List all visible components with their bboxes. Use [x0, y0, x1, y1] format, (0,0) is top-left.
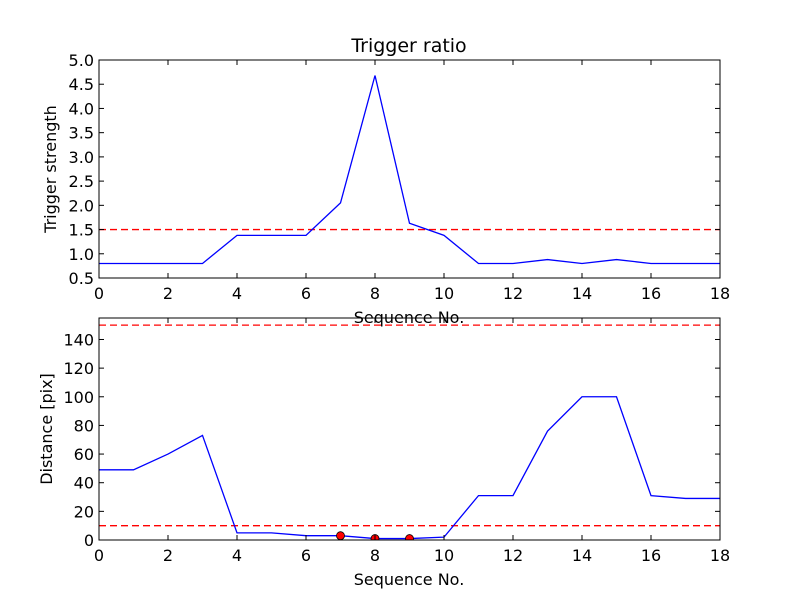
x-tick-label: 2: [163, 546, 173, 565]
x-axis-label: Sequence No.: [354, 570, 465, 589]
x-tick-label: 14: [572, 284, 592, 303]
x-tick-label: 18: [710, 546, 730, 565]
y-tick-label: 4.5: [69, 75, 94, 94]
y-tick-label: 2.5: [69, 172, 94, 191]
x-tick-label: 8: [370, 546, 380, 565]
x-tick-label: 10: [434, 284, 454, 303]
x-tick-label: 0: [94, 284, 104, 303]
y-tick-label: 0.5: [69, 269, 94, 288]
distance-chart: 0 2 4 6 8 10 12 14 16 18 0 20 40 60 80 100 120 140 Sequen…: [37, 317, 730, 589]
y-axis-label: Distance [pix]: [37, 373, 56, 485]
series-line: [99, 75, 720, 265]
x-tick-label: 12: [503, 284, 523, 303]
x-tick-label: 14: [572, 546, 592, 565]
x-tick-label: 8: [370, 284, 380, 303]
axes-frame: [98, 317, 721, 541]
data-point-marker: [405, 534, 414, 540]
x-tick-label: 0: [94, 546, 104, 565]
y-tick-label: 5.0: [69, 51, 94, 70]
x-tick-label: 12: [503, 546, 523, 565]
y-tick-label: 4.0: [69, 99, 94, 118]
data-point-marker: [336, 531, 345, 540]
y-tick-label: 3.5: [69, 124, 94, 143]
plot-layer: 0 2 4 6 8 10 12 14 16 18 0.5 1.0 1.5 2.0 2.5 3.0 3.5 4.0 4…: [69, 51, 731, 303]
x-tick-label: 10: [434, 546, 454, 565]
y-tick-label: 0: [84, 531, 94, 550]
x-tick-label: 4: [232, 284, 242, 303]
x-tick-label: 2: [163, 284, 173, 303]
x-tick-label: 6: [301, 546, 311, 565]
y-tick-label: 1.0: [69, 245, 94, 264]
y-tick-label: 140: [63, 330, 94, 349]
x-tick-label: 16: [641, 284, 661, 303]
y-tick-label: 100: [63, 388, 94, 407]
y-tick-label: 40: [74, 474, 94, 493]
y-tick-label: 80: [74, 416, 94, 435]
x-tick-label: 18: [710, 284, 730, 303]
y-tick-label: 60: [74, 445, 94, 464]
y-tick-label: 3.0: [69, 148, 94, 167]
axes-frame: [98, 59, 721, 279]
y-axis-label: Trigger strength: [41, 105, 60, 234]
x-tick-label: 4: [232, 546, 242, 565]
y-tick-label: 2.0: [69, 196, 94, 215]
y-tick-label: 1.5: [69, 221, 94, 240]
y-tick-label: 20: [74, 502, 94, 521]
plot-layer: 0 2 4 6 8 10 12 14 16 18 0 20 40 60 80 100 120 140: [63, 317, 730, 565]
chart-title: Trigger ratio: [350, 35, 466, 57]
x-tick-label: 16: [641, 546, 661, 565]
y-tick-label: 120: [63, 359, 94, 378]
trigger-ratio-chart: Trigger ratio 0 2 4 6 8 10 12 14 16 18 0.5 1.0 1.5 2.…: [41, 35, 730, 327]
x-tick-label: 6: [301, 284, 311, 303]
